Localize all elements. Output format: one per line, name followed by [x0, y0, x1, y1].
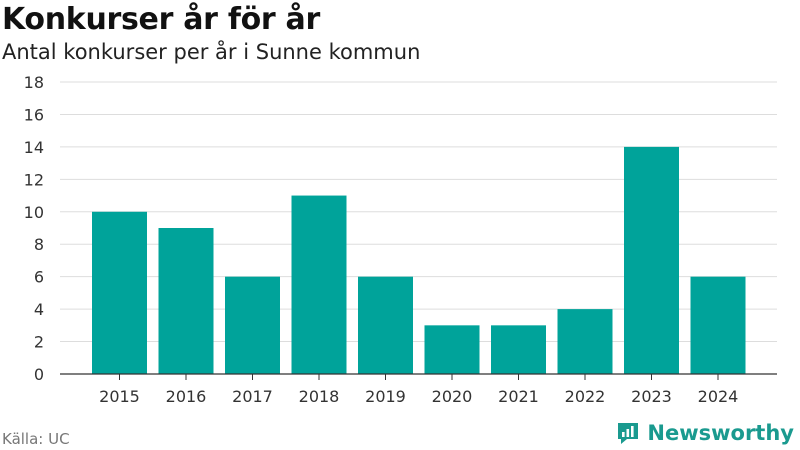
newsworthy-logo-icon	[618, 423, 639, 444]
x-tick-label: 2015	[99, 387, 140, 406]
brand-name: Newsworthy	[647, 421, 794, 445]
y-tick-label: 2	[34, 333, 44, 352]
bar	[225, 276, 280, 374]
bar	[491, 325, 546, 374]
brand-logo: Newsworthy	[615, 420, 794, 446]
bar	[92, 211, 147, 374]
y-tick-label: 4	[34, 300, 44, 319]
x-tick-label: 2021	[498, 387, 539, 406]
chart-title: Konkurser år för år	[2, 2, 320, 37]
y-tick-label: 8	[34, 235, 44, 254]
x-tick-label: 2017	[232, 387, 273, 406]
y-tick-label: 0	[34, 365, 44, 384]
x-tick-label: 2016	[166, 387, 207, 406]
bar	[624, 146, 679, 374]
x-tick-label: 2024	[698, 387, 739, 406]
x-tick-label: 2018	[299, 387, 340, 406]
y-tick-label: 10	[24, 203, 44, 222]
y-tick-label: 16	[24, 105, 44, 124]
source-note: Källa: UC	[2, 430, 70, 448]
bar	[358, 276, 413, 374]
x-tick-label: 2020	[432, 387, 473, 406]
bar	[557, 309, 613, 374]
x-tick-label: 2023	[631, 387, 672, 406]
x-tick-label: 2022	[565, 387, 606, 406]
bar	[291, 195, 347, 374]
bar	[158, 228, 214, 374]
bar	[690, 276, 746, 374]
y-tick-label: 12	[24, 170, 44, 189]
y-tick-label: 14	[24, 138, 44, 157]
chart-subtitle: Antal konkurser per år i Sunne kommun	[2, 40, 421, 64]
y-tick-label: 6	[34, 268, 44, 287]
y-tick-label: 18	[24, 73, 44, 92]
bar	[424, 325, 480, 374]
x-tick-label: 2019	[365, 387, 406, 406]
